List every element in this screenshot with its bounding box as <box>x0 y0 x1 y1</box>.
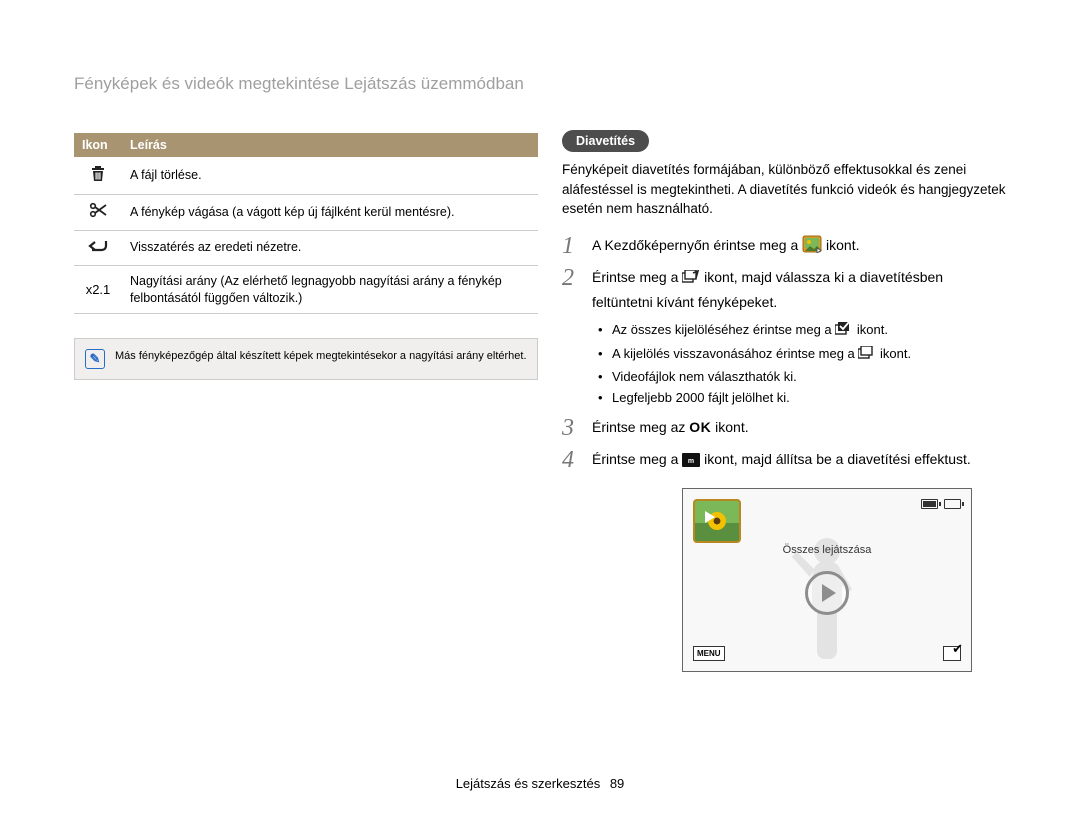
step-text: Érintse meg a ikont, majd válassza ki a … <box>592 265 1007 313</box>
status-icons <box>921 499 961 509</box>
step-sublist: Az összes kijelöléséhez érintse meg a ik… <box>598 320 1007 409</box>
desc-cell: Visszatérés az eredeti nézetre. <box>122 230 538 265</box>
table-row: Visszatérés az eredeti nézetre. <box>74 230 538 265</box>
thumbnail-icon <box>693 499 741 543</box>
list-item: Videofájlok nem választhatók ki. <box>598 367 1007 388</box>
desc-cell: A fájl törlése. <box>122 157 538 194</box>
step-number: 4 <box>562 447 578 474</box>
desc-cell: A fénykép vágása (a vágott kép új fájlké… <box>122 194 538 230</box>
page-number: 89 <box>610 776 624 791</box>
table-row: A fénykép vágása (a vágott kép új fájlké… <box>74 194 538 230</box>
zoom-ratio-icon: x2.1 <box>86 282 111 297</box>
right-column: Diavetítés Fényképeit diavetítés formájá… <box>562 130 1007 672</box>
left-column: Ikon Leírás A fájl törlése. A fé <box>74 133 538 380</box>
section-heading: Diavetítés <box>562 130 649 152</box>
th-desc: Leírás <box>122 133 538 157</box>
return-icon <box>88 239 108 258</box>
ok-icon: OK <box>689 419 711 435</box>
device-screen-preview: Összes lejátszása MENU <box>682 488 972 672</box>
step-text: A Kezdőképernyőn érintse meg a ikont. <box>592 233 860 260</box>
screen-menu-button: MENU <box>693 646 725 661</box>
page-footer: Lejátszás és szerkesztés 89 <box>0 776 1080 791</box>
section-intro: Fényképeit diavetítés formájában, különb… <box>562 160 1007 219</box>
slideshow-app-icon <box>802 235 822 260</box>
note-box: ✎ Más fényképezőgép által készített képe… <box>74 338 538 380</box>
page-title: Fényképek és videók megtekintése Lejátsz… <box>74 74 524 94</box>
deselect-icon <box>858 346 876 368</box>
select-all-icon <box>835 322 853 344</box>
note-icon: ✎ <box>85 349 105 369</box>
scissors-icon <box>89 202 107 223</box>
svg-text:m: m <box>688 458 694 465</box>
play-button-icon <box>805 571 849 615</box>
step: 4 Érintse meg a m ikont, majd állítsa be… <box>562 447 1007 474</box>
list-item: Legfeljebb 2000 fájlt jelölhet ki. <box>598 388 1007 409</box>
table-row: A fájl törlése. <box>74 157 538 194</box>
multi-select-icon <box>682 270 700 292</box>
th-icon: Ikon <box>74 133 122 157</box>
list-item: Az összes kijelöléséhez érintse meg a ik… <box>598 320 1007 344</box>
screen-caption: Összes lejátszása <box>683 544 971 556</box>
step: 3 Érintse meg az OK ikont. <box>562 415 1007 441</box>
step: 2 Érintse meg a ikont, majd válassza ki … <box>562 265 1007 313</box>
table-row: x2.1 Nagyítási arány (Az elérhető legnag… <box>74 265 538 314</box>
step-number: 2 <box>562 265 578 313</box>
desc-cell: Nagyítási arány (Az elérhető legnagyobb … <box>122 265 538 314</box>
trash-icon <box>90 164 106 187</box>
battery-icon <box>921 499 938 509</box>
list-item: A kijelölés visszavonásához érintse meg … <box>598 344 1007 368</box>
footer-text: Lejátszás és szerkesztés <box>456 776 601 791</box>
icon-description-table: Ikon Leírás A fájl törlése. A fé <box>74 133 538 314</box>
step-number: 3 <box>562 415 578 441</box>
step-text: Érintse meg a m ikont, majd állítsa be a… <box>592 447 971 474</box>
menu-icon: m <box>682 452 700 474</box>
step-text: Érintse meg az OK ikont. <box>592 415 749 441</box>
step: 1 A Kezdőképernyőn érintse meg a ikont. <box>562 233 1007 260</box>
battery-outline-icon <box>944 499 961 509</box>
step-number: 1 <box>562 233 578 260</box>
screen-select-icon <box>943 646 961 661</box>
steps-list: 1 A Kezdőképernyőn érintse meg a ikont. … <box>562 233 1007 474</box>
note-text: Más fényképezőgép által készített képek … <box>115 349 527 369</box>
